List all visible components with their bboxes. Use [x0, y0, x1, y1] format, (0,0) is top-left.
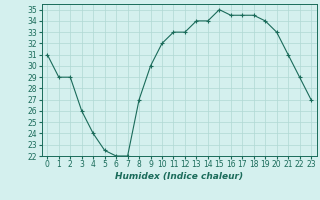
X-axis label: Humidex (Indice chaleur): Humidex (Indice chaleur) — [115, 172, 243, 181]
